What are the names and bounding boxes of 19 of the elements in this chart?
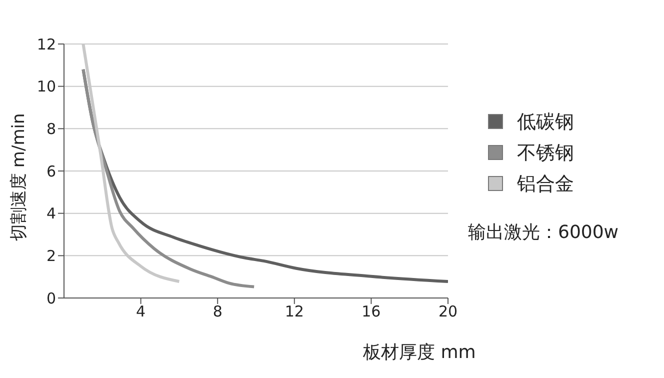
x-tick-label: 4 [136, 302, 146, 321]
y-tick-label: 2 [46, 246, 56, 265]
x-tick-label: 12 [284, 302, 304, 321]
y-axis-title: 切割速度 m/min [9, 113, 30, 241]
x-tick-label: 20 [438, 302, 458, 321]
legend-label: 不锈钢 [516, 140, 574, 166]
y-tick-label: 8 [46, 120, 56, 138]
text: 输出激光：6000w [468, 221, 619, 244]
line-series [82, 68, 256, 288]
x-tick-label: 8 [212, 302, 222, 321]
y-tick-label: 4 [46, 204, 56, 223]
y-tick-label: 12 [36, 35, 56, 54]
y-tick-label: 0 [46, 289, 56, 308]
x-tick-label: 16 [362, 302, 381, 321]
x-axis-title: 板材厚度 mm [363, 341, 476, 364]
y-tick-label: 10 [36, 78, 56, 96]
legend-label: 低碳钢 [516, 110, 574, 134]
legend-label: 铝合金 [516, 172, 574, 196]
y-tick-label: 6 [46, 162, 56, 180]
